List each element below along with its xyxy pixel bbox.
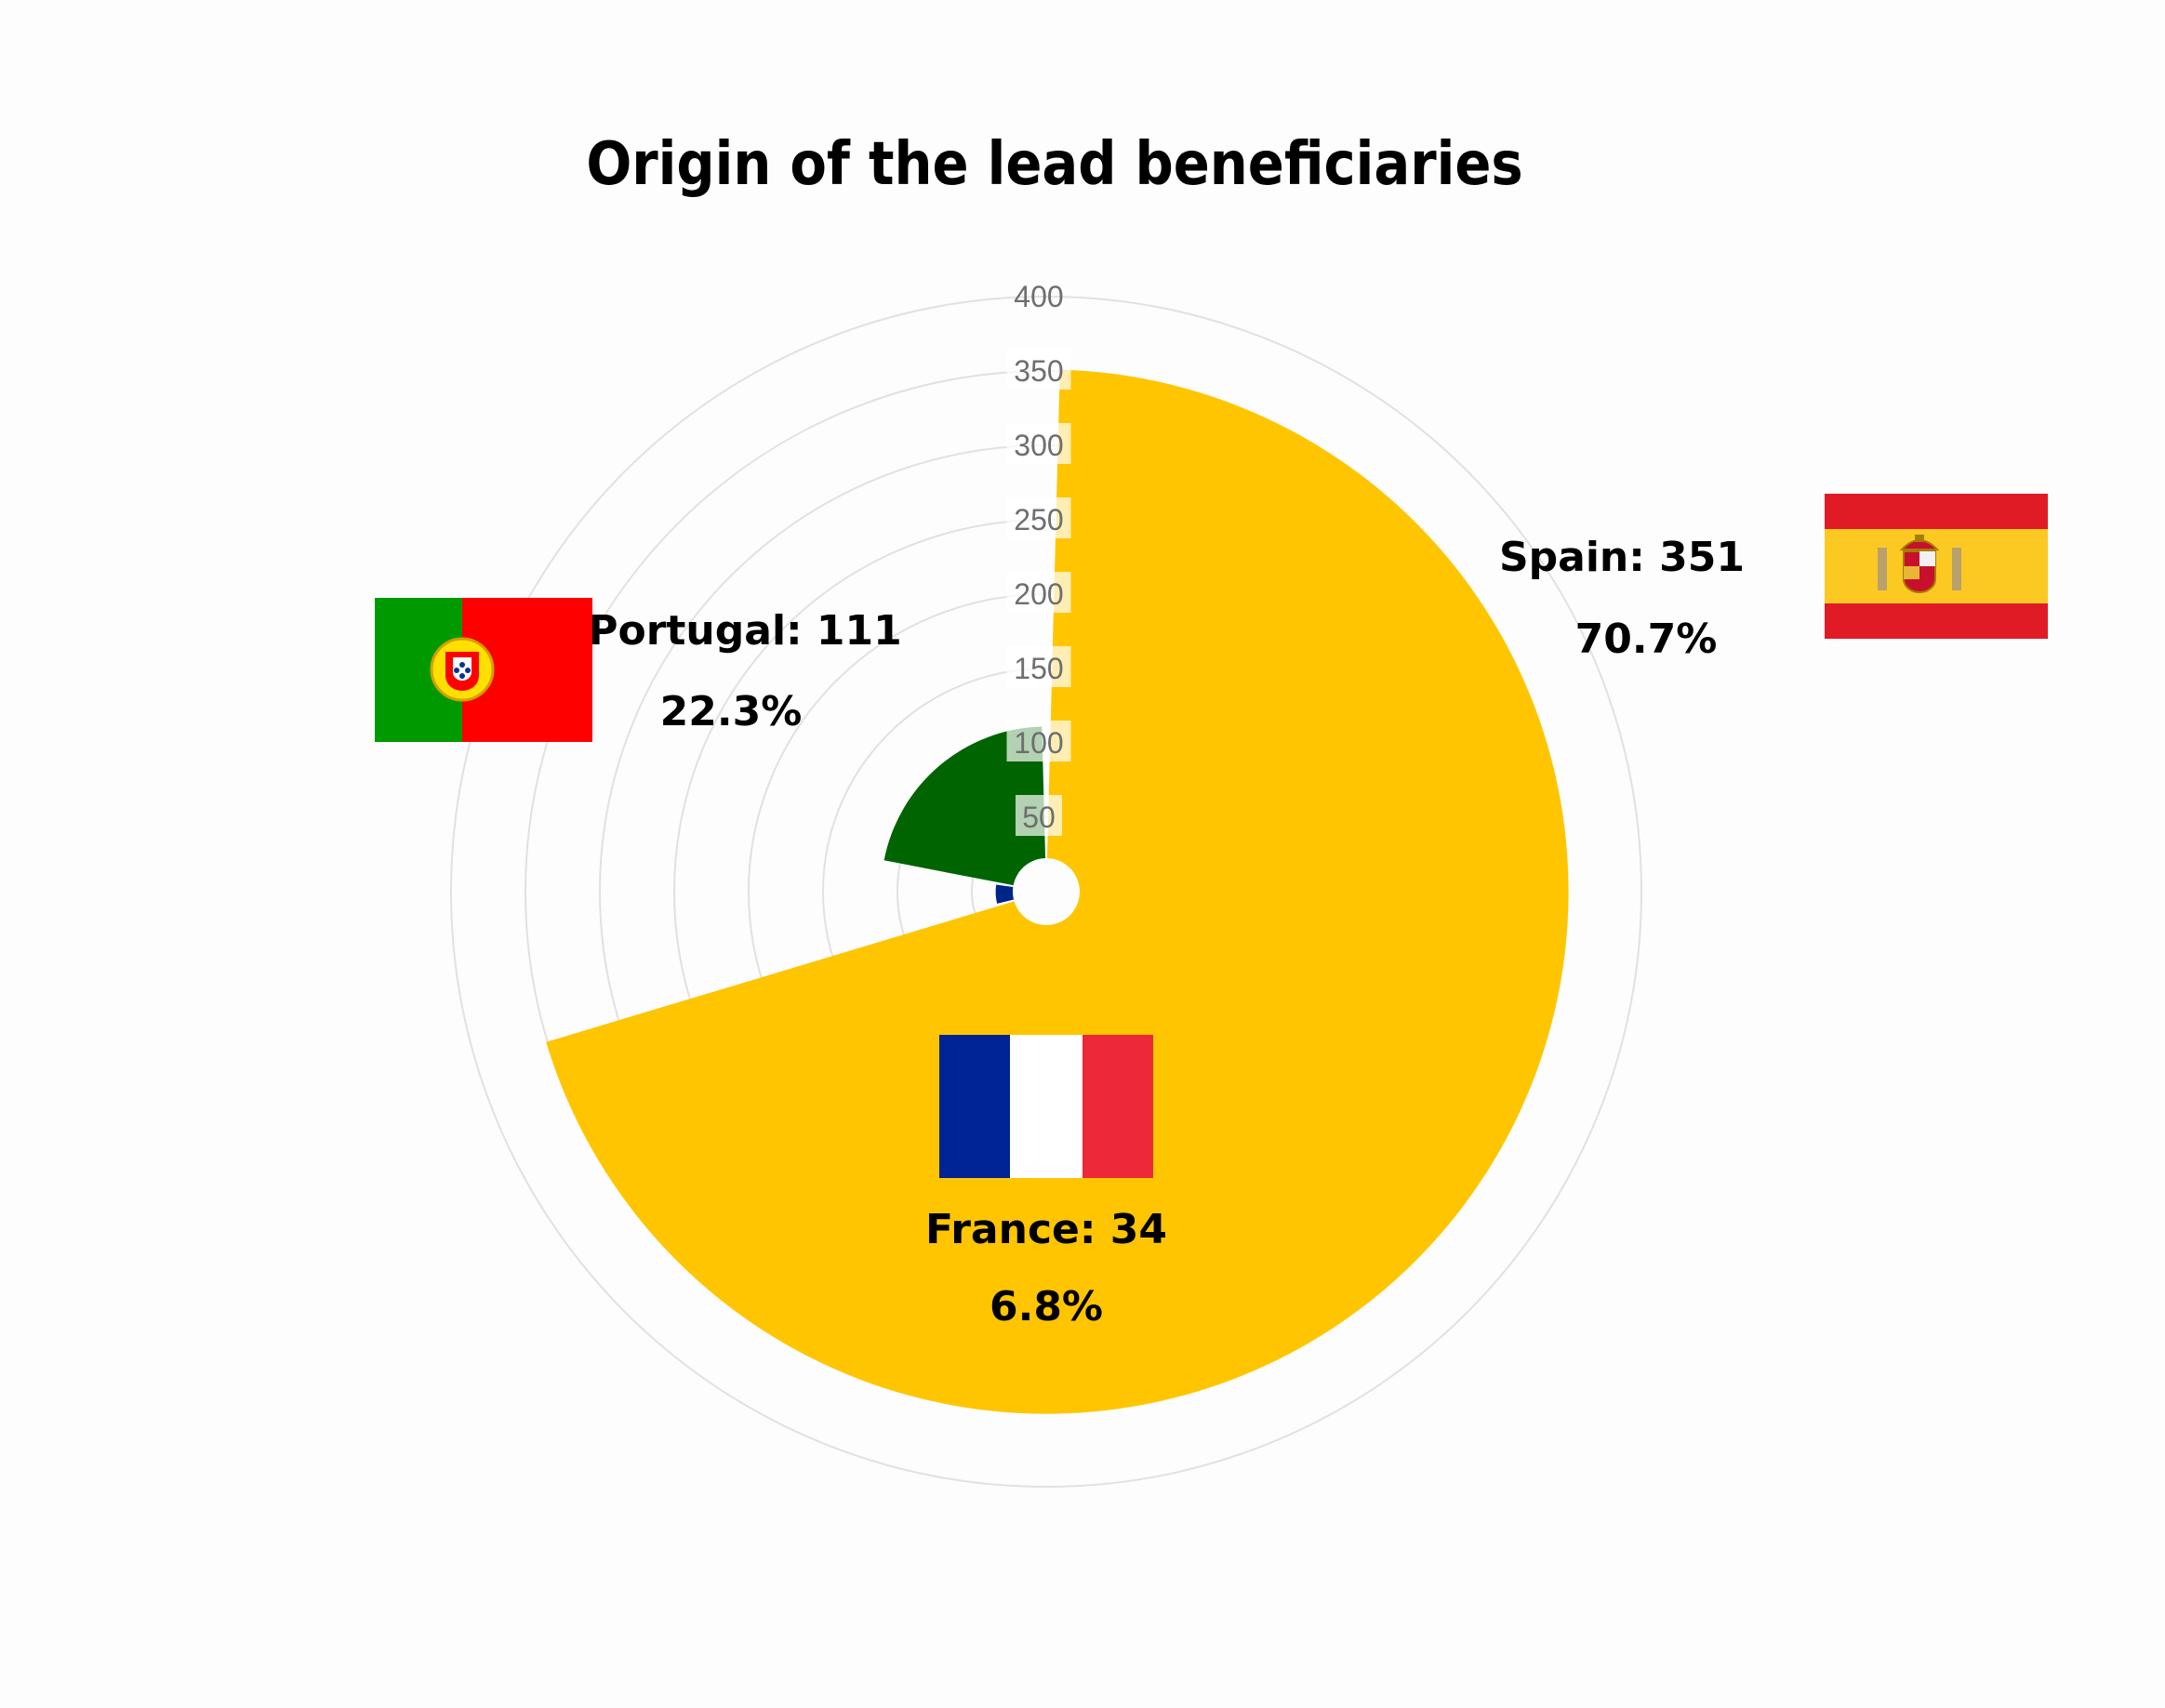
tick-label-300: 300 [1014, 429, 1063, 462]
tick-label-bg-350 [1006, 349, 1071, 390]
tick-label-bg-200 [1006, 572, 1071, 613]
tick-label-bg-250 [1006, 497, 1071, 538]
tick-label-bg-100 [1006, 721, 1071, 761]
percent-portugal: 22.3% [660, 688, 803, 735]
tick-label-bg-300 [1006, 423, 1071, 464]
tick-label-bg-50 [1016, 795, 1062, 836]
spain-flag-icon [1825, 494, 2048, 639]
label-portugal: Portugal: 111 [588, 607, 902, 655]
tick-label-200: 200 [1014, 577, 1063, 611]
label-france: France: 34 [925, 1206, 1167, 1253]
label-spain: Spain: 351 [1499, 534, 1745, 581]
tick-label-350: 350 [1014, 354, 1063, 388]
tick-label-bg-150 [1006, 646, 1071, 687]
slice-portugal [883, 726, 1046, 886]
slice-spain [546, 369, 1569, 1414]
radial-tick-labels: 50 100 150 200 250 300 350 400 [1006, 280, 1071, 836]
percent-france: 6.8% [990, 1283, 1103, 1331]
tick-label-400: 400 [1014, 280, 1063, 313]
tick-label-250: 250 [1014, 503, 1063, 536]
chart-slices [546, 369, 1569, 1414]
slice-france [995, 884, 1015, 904]
tick-label-50: 50 [1022, 801, 1056, 834]
grid-ring-400 [450, 296, 1642, 1488]
tick-label-100: 100 [1014, 726, 1063, 760]
france-flag-icon [939, 1035, 1153, 1178]
portugal-flag-icon [375, 598, 592, 742]
tick-label-150: 150 [1014, 652, 1063, 685]
percent-spain: 70.7% [1575, 616, 1718, 663]
chart-title: Origin of the lead beneficiaries [586, 130, 1522, 199]
